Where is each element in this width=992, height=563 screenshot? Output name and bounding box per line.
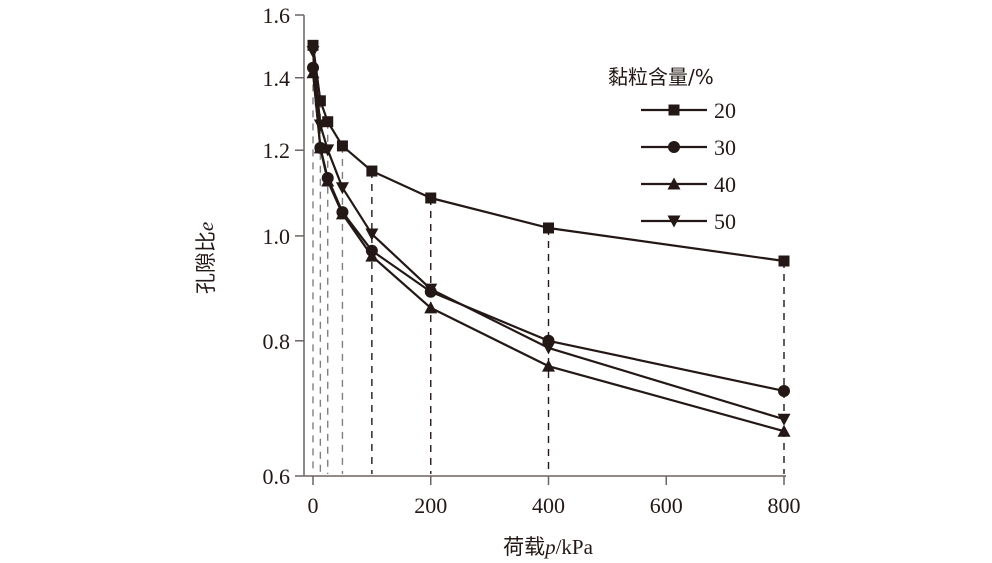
data-point-40	[542, 359, 555, 372]
x-axis-title-main: 荷载	[503, 535, 545, 559]
x-axis-title-var: p	[543, 535, 556, 559]
legend-marker-square	[668, 104, 680, 116]
data-point-50	[424, 283, 438, 296]
legend-title: 黏粒含量/%	[608, 65, 714, 89]
y-tick-label: 1.0	[263, 224, 291, 249]
y-axis-title-main: 孔隙比	[194, 231, 218, 294]
y-axis-title-var: e	[194, 222, 218, 231]
x-tick-label: 800	[768, 493, 801, 518]
y-tick-label: 1.2	[263, 138, 291, 163]
legend-entry-40: 40	[641, 172, 736, 197]
x-tick-label: 200	[414, 493, 447, 518]
legend-label: 40	[714, 172, 736, 197]
data-point-20	[322, 116, 334, 128]
data-point-50	[321, 144, 335, 157]
data-point-40	[313, 141, 327, 154]
x-tick-label: 400	[532, 493, 565, 518]
x-tick-label: 600	[650, 493, 683, 518]
series-line-40	[311, 72, 785, 433]
series-group	[306, 39, 791, 437]
data-point-50	[542, 342, 555, 355]
y-tick-label: 1.4	[263, 66, 291, 91]
data-point-40	[335, 207, 349, 220]
data-point-20	[336, 140, 348, 152]
data-point-40	[365, 249, 379, 262]
data-point-50	[306, 46, 320, 59]
tick-labels: 0.6 0.8 1.0 1.2 1.4 1.6 0 200 400 600 800	[263, 3, 801, 518]
legend-entry-30: 30	[641, 135, 736, 160]
data-point-20	[778, 255, 790, 267]
data-point-20	[366, 165, 378, 177]
y-axis-title: 孔隙比e	[194, 222, 218, 294]
series-20	[307, 39, 790, 267]
data-point-30	[778, 384, 790, 397]
data-point-20	[307, 39, 319, 51]
axes	[295, 14, 786, 485]
y-tick-label: 1.6	[263, 3, 291, 28]
y-tick-label: 0.8	[263, 329, 291, 354]
legend-label: 30	[714, 135, 736, 160]
data-point-50	[313, 119, 327, 132]
legend-label: 20	[714, 98, 736, 123]
y-tick-label: 0.6	[263, 464, 291, 489]
legend-entry-50: 50	[641, 209, 736, 234]
x-tick-label: 0	[308, 493, 319, 518]
data-point-50	[777, 413, 791, 426]
legend-marker-triangle-down	[667, 215, 681, 228]
legend-label: 50	[714, 209, 736, 234]
legend-marker-circle	[668, 141, 680, 153]
data-point-20	[314, 95, 326, 107]
data-point-40	[321, 174, 335, 187]
x-axis-title: 荷载p/kPa	[503, 535, 594, 559]
data-point-40	[777, 424, 791, 437]
legend-entry-20: 20	[641, 98, 736, 123]
data-point-40	[424, 301, 438, 314]
series-50	[306, 46, 791, 426]
data-point-50	[365, 228, 379, 241]
data-point-20	[425, 192, 437, 204]
data-point-50	[335, 182, 349, 195]
x-axis-title-unit: /kPa	[556, 535, 594, 559]
legend-marker-triangle-up	[667, 177, 681, 190]
legend: 黏粒含量/% 20 30 40 50	[608, 65, 736, 234]
data-point-20	[543, 222, 554, 234]
